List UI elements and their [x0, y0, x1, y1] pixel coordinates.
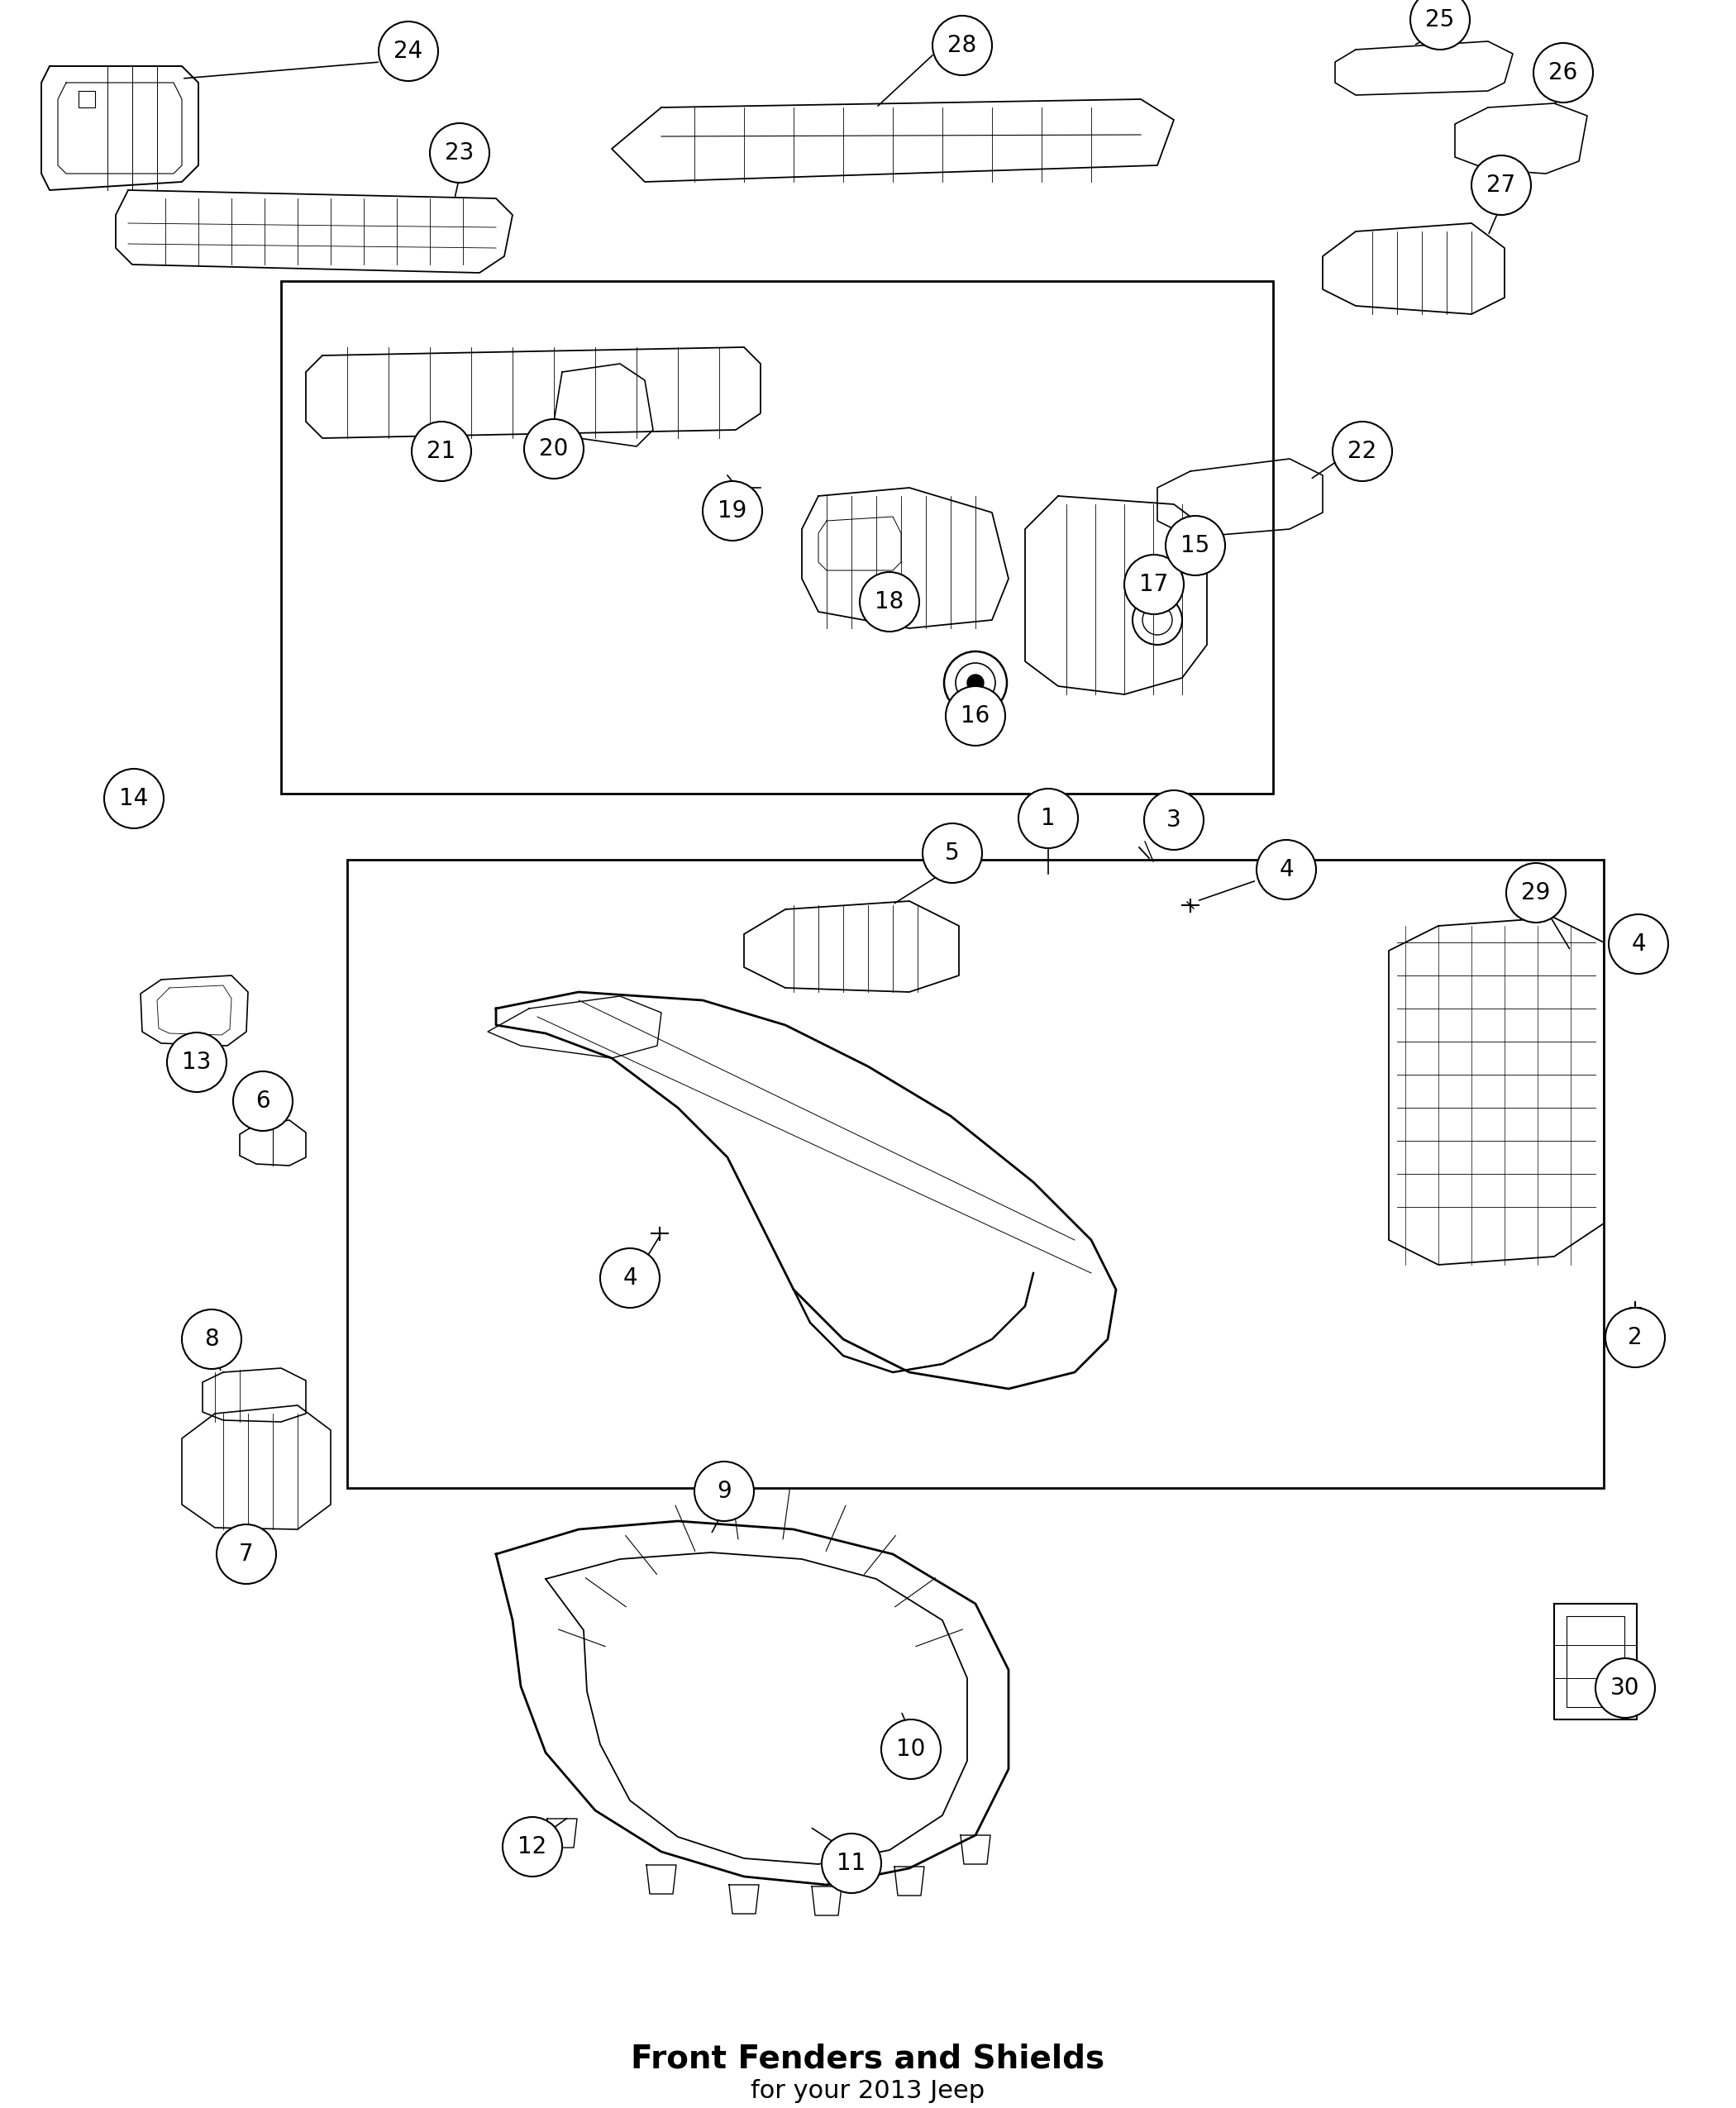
Circle shape	[1410, 0, 1470, 51]
Circle shape	[1125, 554, 1184, 613]
Text: 14: 14	[120, 786, 149, 809]
Text: 8: 8	[205, 1328, 219, 1351]
Text: 22: 22	[1347, 441, 1377, 464]
Text: 12: 12	[517, 1836, 547, 1859]
Circle shape	[859, 571, 920, 632]
Text: 3: 3	[1167, 809, 1180, 833]
Circle shape	[694, 1461, 753, 1522]
Text: 4: 4	[1279, 858, 1293, 881]
Circle shape	[932, 15, 991, 76]
Text: 4: 4	[623, 1267, 637, 1290]
Text: 25: 25	[1425, 8, 1455, 32]
Circle shape	[1333, 422, 1392, 481]
Text: 29: 29	[1521, 881, 1550, 904]
Text: 16: 16	[962, 704, 990, 727]
Circle shape	[1507, 862, 1566, 923]
Text: 4: 4	[1632, 932, 1646, 955]
Text: 26: 26	[1549, 61, 1578, 84]
Circle shape	[1144, 790, 1203, 850]
Bar	[281, 280, 1272, 793]
Circle shape	[1609, 915, 1668, 974]
Text: 13: 13	[182, 1050, 212, 1073]
Circle shape	[1257, 839, 1316, 900]
Circle shape	[431, 122, 490, 183]
Text: 6: 6	[255, 1090, 271, 1113]
Text: 27: 27	[1486, 173, 1516, 196]
Text: 19: 19	[717, 500, 746, 523]
Circle shape	[217, 1524, 276, 1583]
Circle shape	[1472, 156, 1531, 215]
Text: 30: 30	[1611, 1676, 1641, 1699]
Text: 18: 18	[875, 590, 904, 613]
Text: 21: 21	[427, 441, 457, 464]
Text: 2: 2	[1628, 1326, 1642, 1349]
Circle shape	[1019, 788, 1078, 847]
Circle shape	[233, 1071, 293, 1130]
Text: for your 2013 Jeep: for your 2013 Jeep	[752, 2078, 984, 2104]
Circle shape	[882, 1720, 941, 1779]
Bar	[347, 860, 1604, 1488]
Circle shape	[922, 824, 983, 883]
Circle shape	[1595, 1659, 1654, 1718]
Text: 5: 5	[944, 841, 960, 864]
Circle shape	[703, 481, 762, 540]
Circle shape	[411, 422, 470, 481]
Text: 1: 1	[1042, 807, 1055, 831]
Circle shape	[1533, 42, 1594, 103]
Text: Front Fenders and Shields: Front Fenders and Shields	[632, 2043, 1104, 2074]
Circle shape	[182, 1309, 241, 1368]
Circle shape	[967, 675, 984, 691]
Circle shape	[167, 1033, 226, 1092]
Text: 9: 9	[717, 1480, 731, 1503]
Circle shape	[1606, 1307, 1665, 1368]
Text: 28: 28	[948, 34, 977, 57]
Text: 7: 7	[240, 1543, 253, 1566]
Circle shape	[104, 769, 163, 828]
Text: 17: 17	[1139, 573, 1168, 597]
Text: 23: 23	[444, 141, 474, 164]
Text: 15: 15	[1180, 533, 1210, 557]
Circle shape	[1165, 516, 1226, 575]
Circle shape	[946, 685, 1005, 746]
Circle shape	[821, 1834, 882, 1893]
Circle shape	[524, 419, 583, 479]
Circle shape	[378, 21, 437, 80]
Text: 10: 10	[896, 1737, 925, 1760]
Text: 24: 24	[394, 40, 424, 63]
Circle shape	[503, 1817, 562, 1876]
Circle shape	[601, 1248, 660, 1307]
Text: 11: 11	[837, 1851, 866, 1874]
Text: 20: 20	[540, 436, 568, 460]
